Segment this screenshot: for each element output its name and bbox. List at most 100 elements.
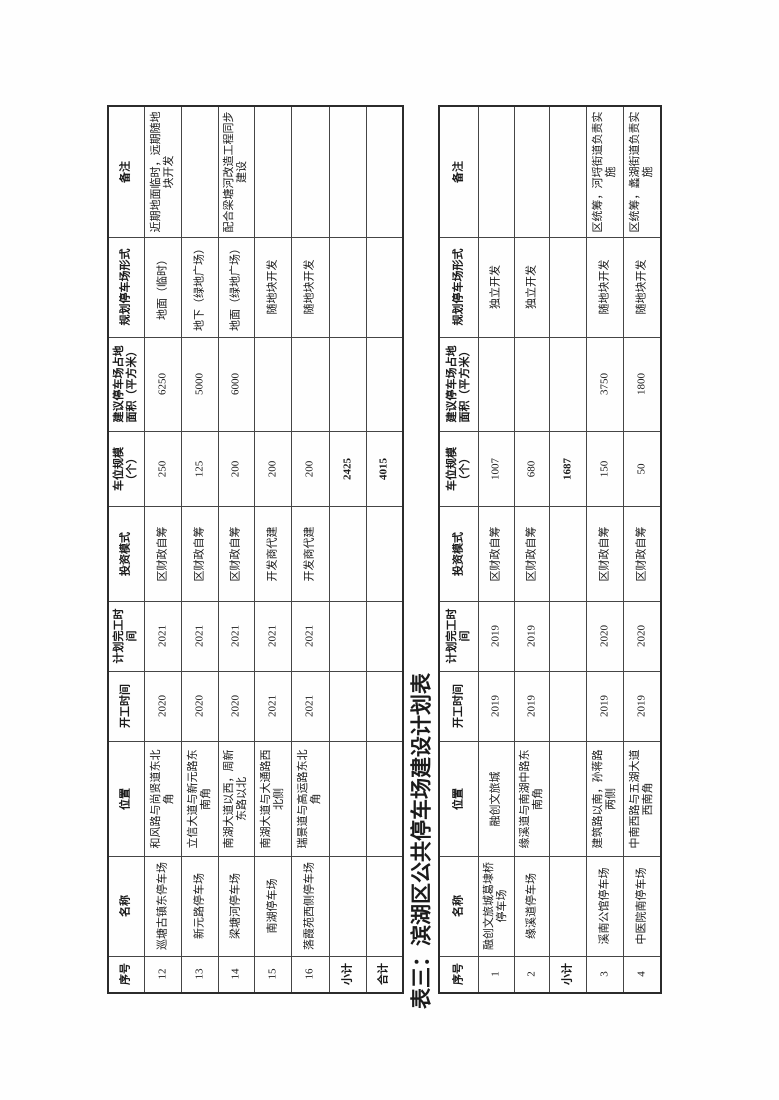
cell-text: 区财政自筹 (598, 526, 611, 581)
table2-cell-name-小计 (548, 855, 587, 957)
table2-cell-finish-4: 2020 (622, 600, 662, 672)
table2-cell-form-2: 独立开发 (513, 236, 550, 338)
cell-text: 巡塘古镇东停车场 (156, 862, 169, 950)
cell-text: 合计 (377, 963, 390, 986)
cell-text: 4 (635, 971, 648, 978)
cell-text: 14 (229, 968, 242, 980)
cell-text: 独立开发 (489, 265, 502, 309)
cell-text: 序号 (119, 963, 132, 986)
table2-cell-investment-4: 区财政自筹 (622, 505, 662, 602)
cell-text: 投资模式 (119, 531, 132, 576)
table1-cell-investment-合计 (365, 505, 404, 602)
cell-text: 2021 (229, 625, 242, 647)
cell-text: 250 (156, 460, 169, 477)
table1-cell-location-14: 南湖大道以西，周新东路以北 (217, 740, 255, 857)
table2-cell-start-2: 2019 (513, 670, 550, 742)
table1-cell-form-13: 地下（绿地广场） (180, 236, 219, 338)
cell-text: 150 (598, 460, 611, 477)
table2-cell-name-3: 溪南公馆停车场 (585, 855, 624, 957)
table1-header-seq: 序号 (107, 955, 145, 994)
table1-header-name: 名称 (107, 855, 145, 957)
table2-header-seq: 序号 (438, 955, 479, 994)
cell-text: 规划停车场形式 (452, 248, 465, 326)
cell-text: 2020 (156, 695, 169, 717)
table1-cell-area-合计 (365, 336, 404, 432)
cell-text: 随地块开发 (635, 259, 648, 315)
table1-cell-seq-13: 13 (180, 955, 219, 994)
table2-row-start: 开工时间 2019 2019 2019 2019 (438, 670, 662, 742)
table3-binhu-public-parking-plan: 备注 区统筹，河埒街道负责实施 区统筹，蠡湖街道负责实施规划停车场形式 独立开发 独立开… (438, 105, 662, 994)
cell-text: 地面（绿地广场） (229, 243, 242, 331)
cell-text: 位置 (452, 787, 465, 810)
table2-cell-seq-2: 2 (513, 955, 550, 994)
table1-cell-start-14: 2020 (217, 670, 255, 742)
cell-text: 1800 (635, 373, 648, 395)
table1-row-start: 开工时间 2020 2020 2020 2021 2021 (107, 670, 404, 742)
table1-cell-seq-合计: 合计 (365, 955, 404, 994)
cell-text: 建议停车场占地面积（平方米） (445, 345, 471, 423)
table2-cell-location-2: 缘溪道与南湖中路东南角 (513, 740, 550, 857)
cell-text: 125 (193, 460, 206, 477)
cell-text: 立信大道与新元路东南角 (186, 749, 212, 848)
parking-plan-table-continued: 备注 近期地面临时，远期随地块开发 配合梁塘河改造工程同步建设 规划停车场形式 地面（临… (107, 105, 404, 994)
table2-cell-area-1 (477, 336, 515, 432)
table2-header-start: 开工时间 (438, 670, 479, 742)
table1-cell-start-合计 (365, 670, 404, 742)
table1-cell-form-16: 随地块开发 (290, 236, 330, 338)
cell-text: 2020 (193, 695, 206, 717)
cell-text: 680 (525, 460, 538, 477)
table2-cell-seq-1: 1 (477, 955, 515, 994)
cell-text: 6000 (229, 373, 242, 395)
table1-cell-name-13: 新元路停车场 (180, 855, 219, 957)
table2-cell-form-小计 (548, 236, 587, 338)
table1-cell-note-13 (180, 105, 219, 238)
cell-text: 开工时间 (452, 684, 465, 728)
cell-text: 梁塘河停车场 (229, 873, 242, 939)
table1-row-name: 名称 巡塘古镇东停车场 新元路停车场 梁塘河停车场 南湖停车场 落霞苑西侧停车场 (107, 855, 404, 957)
table2-cell-name-1: 融创文旅城葛埭桥停车场 (477, 855, 515, 957)
table2-cell-finish-1: 2019 (477, 600, 515, 672)
table2-header-note: 备注 (438, 105, 479, 238)
table1-cell-start-15: 2021 (253, 670, 292, 742)
table1-cell-name-合计 (365, 855, 404, 957)
cell-text: 融创文旅城 (489, 771, 502, 826)
cell-text: 6250 (156, 373, 169, 395)
cell-text: 2425 (341, 457, 354, 480)
table1-cell-area-16 (290, 336, 330, 432)
table1-row-finish: 计划完工时间 2021 2021 2021 2021 2021 (107, 600, 404, 672)
table2-cell-spaces-3: 150 (585, 430, 624, 507)
cell-text: 近期地面临时，远期随地块开发 (149, 111, 175, 233)
cell-text: 2020 (635, 625, 648, 647)
table1-cell-seq-15: 15 (253, 955, 292, 994)
cell-text: 建议停车场占地面积（平方米） (113, 345, 139, 423)
table2-row-location: 位置 融创文旅城 缘溪道与南湖中路东南角 建筑路以南，孙蒋路两侧 中南西路与五湖大道西南… (438, 740, 662, 857)
table2-cell-area-3: 3750 (585, 336, 624, 432)
table1-row-form: 规划停车场形式 地面（临时） 地下（绿地广场） 地面（绿地广场） 随地块开发 随地块开发 (107, 236, 404, 338)
cell-text: 车位规模（个） (113, 446, 139, 491)
cell-text: 区统筹，蠡湖街道负责实施 (628, 111, 654, 233)
table1-header-note: 备注 (107, 105, 145, 238)
table2-header-name: 名称 (438, 855, 479, 957)
cell-text: 3750 (598, 373, 611, 395)
table1-row-area: 建议停车场占地面积（平方米） 6250 5000 6000 (107, 336, 404, 432)
table2-cell-note-3: 区统筹，河埒街道负责实施 (585, 105, 624, 238)
cell-text: 区财政自筹 (489, 526, 502, 581)
cell-text: 瑞景道与高运路东北角 (297, 749, 322, 848)
table1-cell-finish-15: 2021 (253, 600, 292, 672)
cell-text: 区财政自筹 (156, 526, 169, 581)
table1-cell-finish-16: 2021 (290, 600, 330, 672)
table1-cell-finish-13: 2021 (180, 600, 219, 672)
table1-row-spaces: 车位规模（个） 250 125 200 200 200 2425 4015 (107, 430, 404, 507)
cell-text: 3 (598, 971, 611, 978)
table1-header-finish: 计划完工时间 (107, 600, 145, 672)
table2-cell-investment-2: 区财政自筹 (513, 505, 550, 602)
table1-cell-finish-合计 (365, 600, 404, 672)
cell-text: 地面（临时） (156, 254, 169, 320)
table1-header-spaces: 车位规模（个） (107, 430, 145, 507)
cell-text: 2021 (193, 625, 206, 647)
cell-text: 2019 (489, 695, 502, 717)
table2-cell-start-1: 2019 (477, 670, 515, 742)
table1-cell-name-小计 (328, 855, 367, 957)
cell-text: 开发商代建 (303, 526, 316, 581)
table1-cell-area-12: 6250 (143, 336, 182, 432)
